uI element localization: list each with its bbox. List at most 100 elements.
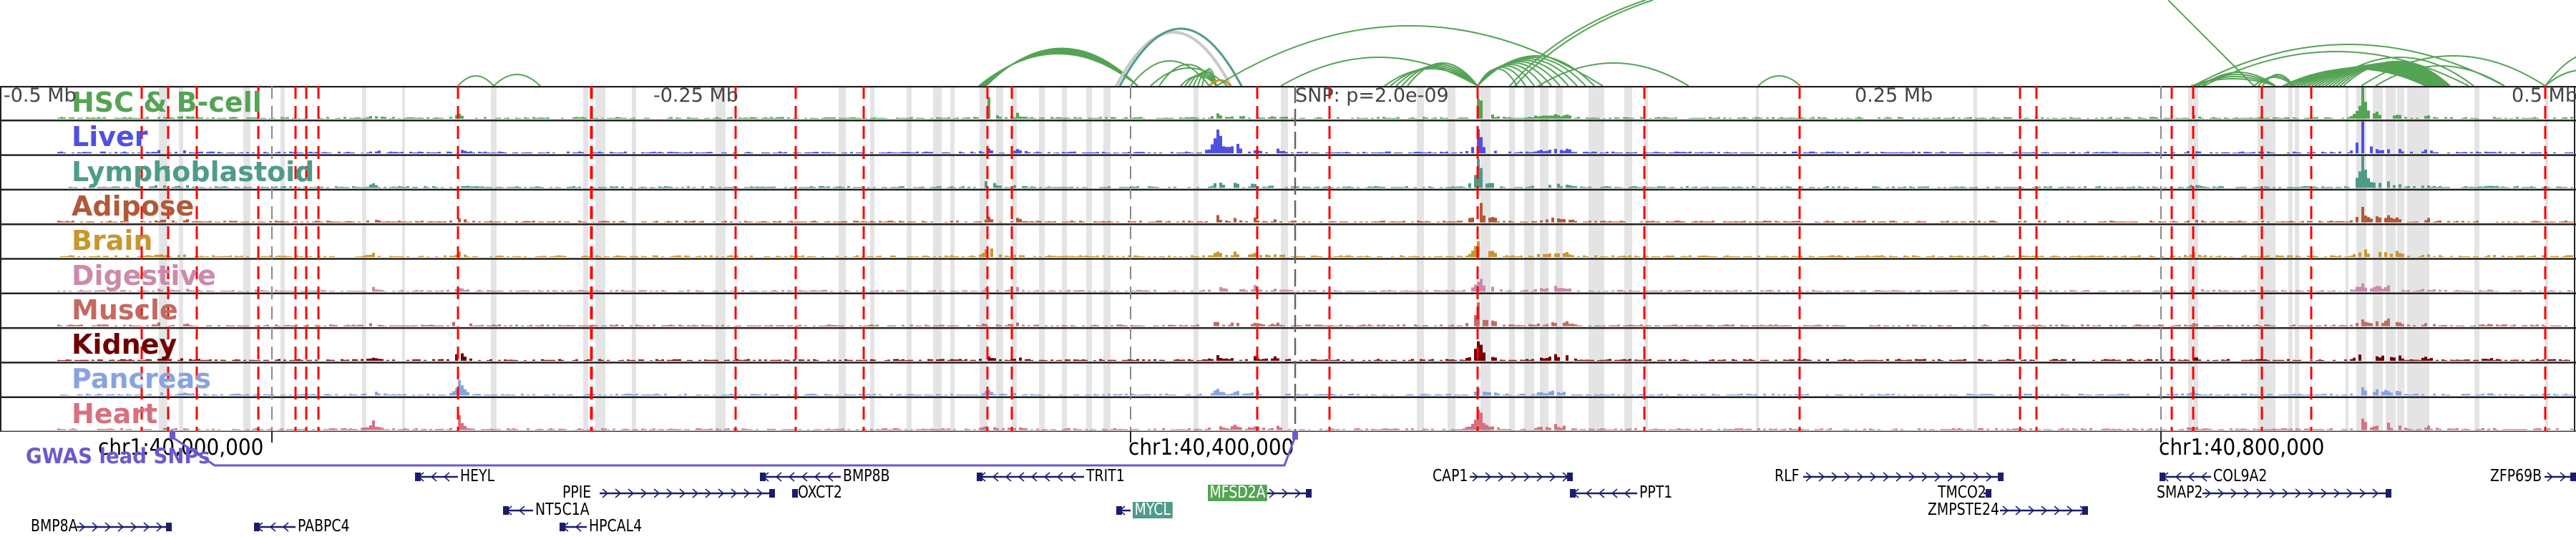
signal-bar	[447, 289, 449, 292]
signal-bar	[2404, 359, 2407, 361]
signal-bar	[2135, 256, 2138, 257]
signal-bar	[2092, 359, 2095, 361]
signal-bar	[2115, 325, 2118, 326]
signal-bar	[1319, 117, 1322, 119]
signal-bar	[1337, 256, 1340, 257]
signal-bar	[1337, 187, 1340, 188]
signal-bar	[784, 152, 787, 154]
signal-bar	[1726, 290, 1729, 292]
signal-bar	[1528, 117, 1531, 119]
signal-bar	[552, 290, 555, 292]
signal-bar	[2387, 285, 2390, 292]
signal-bar	[867, 221, 870, 223]
signal-bar	[1050, 117, 1053, 119]
signal-bar	[853, 187, 856, 188]
signal-bar	[1408, 117, 1411, 119]
signal-bar	[426, 117, 429, 119]
signal-bar	[1211, 185, 1214, 188]
signal-bar	[1128, 221, 1131, 223]
signal-bar	[140, 221, 143, 223]
signal-bar	[2427, 359, 2430, 361]
signal-bar	[238, 359, 240, 361]
signal-tracks-panel: HSC & B-cell Liver Lymphoblastoid Adipos…	[0, 85, 2576, 433]
signal-bar	[1322, 359, 1325, 361]
signal-bar	[658, 186, 661, 188]
signal-bar	[927, 325, 930, 326]
signal-bar	[1963, 187, 1966, 188]
signal-bar	[1254, 322, 1257, 326]
signal-bar	[1405, 290, 1408, 292]
interaction-arc	[1395, 65, 1478, 87]
signal-bar	[630, 187, 633, 188]
signal-bar	[1451, 221, 1454, 223]
signal-bar	[939, 117, 942, 119]
signal-bar	[781, 289, 784, 292]
signal-bar	[1279, 117, 1282, 119]
signal-bar	[2152, 117, 2155, 119]
signal-bar	[999, 185, 1002, 188]
signal-bar	[321, 289, 323, 292]
signal-bar	[223, 290, 226, 292]
signal-bar	[2032, 256, 2035, 257]
signal-bar	[449, 392, 452, 396]
signal-bar	[1325, 394, 1328, 396]
signal-bar	[2212, 289, 2215, 292]
signal-bar	[787, 359, 790, 361]
signal-bar	[2542, 359, 2545, 361]
signal-bar	[2098, 221, 2101, 223]
signal-bar	[123, 290, 126, 292]
signal-bar	[378, 256, 381, 257]
signal-bar	[2479, 290, 2482, 292]
signal-bar	[1431, 187, 1434, 188]
signal-bar	[172, 117, 175, 119]
signal-bar	[655, 290, 658, 292]
signal-bar	[1597, 360, 1600, 361]
signal-bar	[1978, 256, 1981, 257]
signal-bar	[1202, 359, 1205, 361]
signal-bar	[770, 359, 773, 361]
signal-bar	[1437, 221, 1440, 223]
signal-bar	[1840, 117, 1843, 119]
signal-bar	[598, 221, 601, 223]
signal-bar	[1503, 187, 1506, 188]
signal-bar	[956, 221, 959, 223]
signal-bar	[2413, 359, 2416, 361]
signal-bar	[2304, 325, 2307, 326]
signal-bar	[1214, 321, 1216, 326]
signal-bar	[1637, 187, 1640, 188]
signal-bar	[1205, 221, 1208, 223]
signal-bar	[306, 221, 309, 223]
signal-bar	[2218, 221, 2221, 223]
signal-bar	[467, 221, 469, 223]
signal-bar	[1903, 255, 1906, 257]
signal-bar	[2367, 253, 2370, 257]
signal-bar	[1402, 221, 1405, 223]
signal-bar	[1480, 100, 1483, 119]
signal-bar	[1952, 221, 1955, 223]
signal-bar	[2436, 117, 2439, 119]
signal-bar	[1663, 186, 1666, 188]
signal-bar	[1319, 394, 1322, 396]
signal-bar	[1079, 359, 1082, 361]
signal-bar	[1402, 359, 1405, 361]
signal-bar	[2258, 187, 2261, 188]
signal-bar	[538, 221, 541, 223]
signal-bar	[541, 324, 544, 326]
signal-bar	[2527, 256, 2530, 257]
signal-bar	[1620, 289, 1623, 292]
signal-bar	[564, 325, 567, 326]
signal-bar	[364, 117, 366, 119]
signal-bar	[1517, 152, 1520, 154]
signal-bar	[2275, 255, 2278, 257]
signal-bar	[824, 187, 827, 188]
signal-bar	[2224, 290, 2227, 292]
signal-bar	[1268, 324, 1271, 326]
signal-track	[57, 341, 2570, 361]
signal-bar	[2470, 186, 2473, 188]
signal-bar	[1423, 187, 1425, 188]
signal-bar	[624, 221, 627, 223]
signal-bar	[1669, 221, 1672, 223]
signal-bar	[2164, 221, 2167, 223]
signal-bar	[97, 393, 100, 396]
signal-bar	[2121, 221, 2124, 223]
